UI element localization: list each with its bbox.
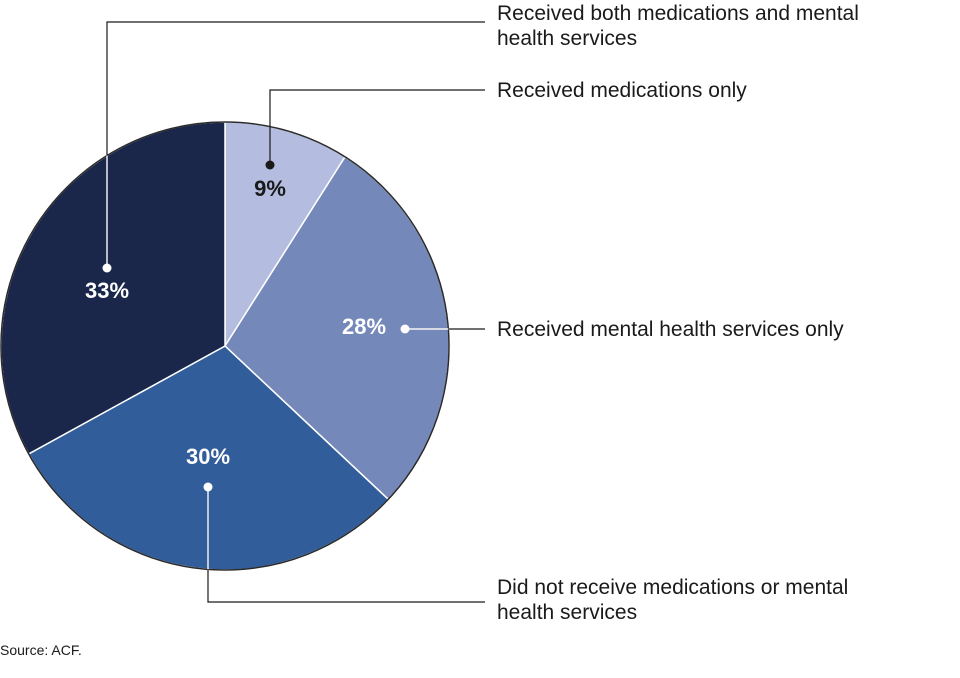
- slice-percent-label: 30%: [186, 444, 230, 469]
- leader-dot: [102, 263, 112, 273]
- slice-percent-label: 33%: [85, 278, 129, 303]
- slice-percent-label: 28%: [342, 314, 386, 339]
- callout-label: Received both medications and mental: [497, 2, 859, 25]
- callout-label: Received medications only: [497, 79, 747, 102]
- source-note: Source: ACF.: [0, 642, 82, 658]
- slice-percent-labels: 9% 28% 30% 33%: [85, 176, 386, 469]
- callout-label: health services: [497, 601, 637, 624]
- leader-dot: [203, 482, 213, 492]
- callout-labels: Received medications only Received mental…: [497, 2, 859, 624]
- callout-label: health services: [497, 27, 637, 50]
- leader-dot: [265, 160, 275, 170]
- pie-outline: [0, 121, 450, 571]
- callout-label: Received mental health services only: [497, 318, 844, 341]
- pie-slices: [0, 121, 450, 571]
- slice-percent-label: 9%: [254, 176, 286, 201]
- leader-line: [269, 89, 485, 165]
- callout-label: Did not receive medications or mental: [497, 576, 848, 599]
- leader-dot: [400, 324, 410, 334]
- leader-lines: [102, 21, 485, 603]
